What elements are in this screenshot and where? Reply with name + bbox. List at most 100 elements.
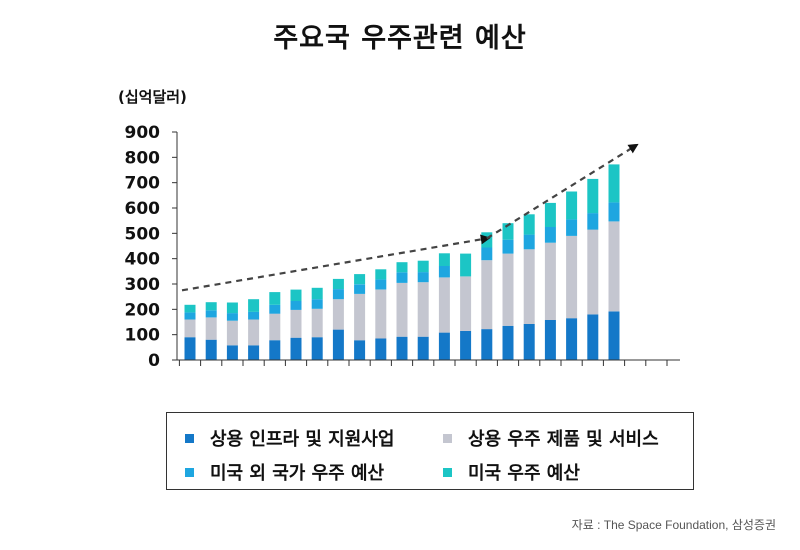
- bar-segment: [375, 269, 387, 280]
- bar-segment: [205, 302, 217, 311]
- bar-segment: [396, 262, 408, 273]
- bar-segment: [269, 340, 281, 360]
- bar-segment: [205, 310, 217, 318]
- y-tick-label: 600: [125, 199, 161, 219]
- trend-arrow: [486, 143, 639, 240]
- bar-segment: [566, 318, 578, 360]
- bar-segment: [248, 345, 260, 360]
- bar-segment: [523, 249, 535, 324]
- bar-segment: [481, 329, 493, 360]
- bar-segment: [354, 340, 366, 360]
- legend-swatch: [185, 433, 194, 443]
- trend-arrows: [181, 143, 639, 292]
- bar-segment: [248, 319, 260, 346]
- bar-segment: [438, 277, 450, 333]
- bar-segment: [184, 319, 196, 338]
- bar-segment: [184, 312, 196, 320]
- bar-segment: [438, 253, 450, 266]
- bar-segment: [481, 247, 493, 261]
- bar-segment: [248, 299, 260, 312]
- bar-segment: [566, 219, 578, 236]
- bar-segment: [375, 279, 387, 290]
- bar-segment: [566, 191, 578, 220]
- bar-segment: [587, 178, 599, 214]
- legend-swatch: [443, 467, 452, 477]
- bar-segment: [502, 253, 514, 326]
- bar-segment: [417, 260, 429, 273]
- bar-segment: [608, 311, 620, 360]
- legend-label: 미국 외 국가 우주 예산: [210, 463, 385, 484]
- bar-segment: [481, 260, 493, 330]
- bar-segment: [354, 284, 366, 294]
- bar-segment: [332, 289, 344, 300]
- bar-segment: [269, 313, 281, 341]
- bar-segment: [544, 202, 556, 227]
- bar-segment: [269, 292, 281, 305]
- bar-group: [184, 164, 620, 360]
- bar-segment: [438, 266, 450, 278]
- chart-title: 주요국 우주관련 예산: [273, 23, 527, 54]
- bar-segment: [226, 313, 238, 321]
- axes: [172, 131, 680, 366]
- bar-segment: [417, 336, 429, 360]
- bar-segment: [290, 289, 302, 301]
- bar-segment: [290, 309, 302, 338]
- bar-segment: [417, 272, 429, 283]
- bar-segment: [566, 235, 578, 319]
- bar-segment: [544, 320, 556, 360]
- bar-segment: [481, 232, 493, 248]
- bar-segment: [354, 293, 366, 341]
- bar-segment: [311, 308, 323, 338]
- bar-segment: [311, 299, 323, 309]
- legend-label: 미국 우주 예산: [468, 463, 580, 484]
- source-note: 자료 : The Space Foundation, 삼성증권: [571, 518, 776, 532]
- legend-swatch: [185, 467, 194, 477]
- bar-segment: [417, 282, 429, 337]
- bar-segment: [248, 311, 260, 320]
- legend-item-us-budget: 미국 우주 예산: [443, 459, 580, 485]
- y-tick-label: 300: [125, 275, 161, 295]
- bar-segment: [290, 301, 302, 310]
- bar-segment: [311, 287, 323, 300]
- bar-segment: [396, 336, 408, 360]
- bar-segment: [205, 317, 217, 340]
- bar-segment: [184, 337, 196, 360]
- bar-segment: [438, 332, 450, 360]
- y-tick-label: 100: [125, 326, 161, 346]
- bar-segment: [290, 337, 302, 360]
- legend: 상용 인프라 및 지원사업 상용 우주 제품 및 서비스 미국 외 국가 우주 …: [166, 412, 694, 490]
- legend-item-commercial-products: 상용 우주 제품 및 서비스: [443, 425, 659, 451]
- legend-swatch: [443, 433, 452, 443]
- bar-segment: [332, 278, 344, 289]
- y-tick-labels: 0 100 200 300 400 500 600 700 800 900: [125, 123, 161, 371]
- bar-segment: [608, 221, 620, 312]
- bar-segment: [523, 234, 535, 250]
- bar-segment: [375, 289, 387, 339]
- bar-segment: [226, 320, 238, 346]
- bar-segment: [523, 214, 535, 235]
- y-tick-label: 0: [148, 351, 160, 371]
- bar-segment: [226, 345, 238, 360]
- bar-segment: [608, 164, 620, 203]
- y-tick-label: 400: [125, 250, 161, 270]
- bar-segment: [460, 330, 472, 360]
- y-tick-label: 900: [125, 123, 161, 143]
- bar-segment: [311, 337, 323, 360]
- bar-segment: [587, 213, 599, 230]
- bar-segment: [332, 329, 344, 360]
- y-tick-label: 500: [125, 224, 161, 244]
- bar-segment: [544, 242, 556, 320]
- bar-segment: [375, 338, 387, 360]
- y-axis-unit-label: (십억달러): [118, 88, 187, 106]
- bar-segment: [396, 272, 408, 283]
- legend-label: 상용 우주 제품 및 서비스: [468, 429, 659, 450]
- y-tick-label: 700: [125, 174, 161, 194]
- bar-segment: [587, 229, 599, 315]
- legend-label: 상용 인프라 및 지원사업: [210, 429, 395, 450]
- bar-segment: [608, 202, 620, 222]
- legend-item-non-us-budget: 미국 외 국가 우주 예산: [185, 459, 384, 485]
- bar-segment: [184, 304, 196, 313]
- y-tick-label: 200: [125, 300, 161, 320]
- bar-segment: [396, 283, 408, 337]
